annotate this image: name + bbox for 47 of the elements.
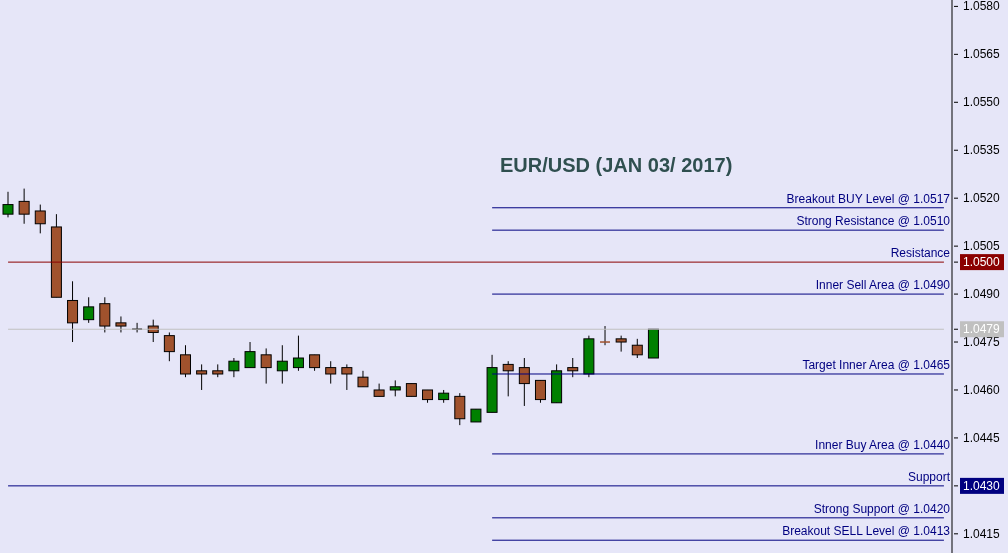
ref-line-label: Strong Support @ 1.0420: [813, 501, 951, 516]
candlestick: [83, 296, 95, 324]
ref-line-label: Breakout BUY Level @ 1.0517: [786, 191, 951, 206]
y-tick-label: 1.0460: [963, 382, 1001, 397]
candlestick: [228, 357, 240, 378]
candlestick: [99, 296, 111, 333]
ref-line-label: Support: [907, 469, 951, 484]
candlestick: [502, 360, 514, 397]
candlestick: [34, 204, 46, 234]
candlestick: [341, 363, 353, 391]
candlestick: [244, 341, 256, 369]
y-tick-label: 1.0505: [963, 239, 1001, 254]
candlestick: [2, 191, 14, 218]
ref-line-label: Inner Buy Area @ 1.0440: [815, 437, 951, 452]
candlestick: [534, 379, 546, 404]
ref-line-label: Strong Resistance @ 1.0510: [796, 214, 951, 229]
candlestick: [115, 315, 127, 333]
candlestick: [163, 331, 175, 362]
candlestick: [599, 325, 611, 346]
candlestick: [196, 363, 208, 391]
y-tick-label: 1.0500: [963, 255, 1001, 270]
ref-line-label: Resistance: [890, 246, 951, 261]
candlestick: [276, 344, 288, 385]
ref-line-label: Breakout SELL Level @ 1.0413: [782, 524, 951, 539]
candlestick: [260, 347, 272, 385]
y-tick-label: 1.0490: [963, 287, 1001, 302]
candlestick: [179, 344, 191, 378]
ref-line-label: Inner Sell Area @ 1.0490: [815, 278, 951, 293]
y-tick-label: 1.0430: [963, 478, 1001, 493]
y-tick-label: 1.0520: [963, 191, 1001, 206]
ref-line-label: Target Inner Area @ 1.0465: [802, 357, 951, 372]
y-tick-label: 1.0415: [963, 526, 1001, 541]
y-tick-label: 1.0475: [963, 335, 1001, 350]
candlestick: [18, 188, 30, 225]
candlestick: [67, 280, 79, 343]
y-tick-label: 1.0565: [963, 47, 1001, 62]
text: EUR/USD (JAN 03/ 2017): [500, 154, 733, 176]
candlestick: [325, 360, 337, 385]
y-tick-label: 1.0580: [963, 0, 1001, 14]
y-tick-label: 1.0535: [963, 143, 1001, 158]
candlestick: [454, 392, 466, 426]
candlestick: [292, 335, 304, 372]
y-tick-label: 1.0550: [963, 95, 1001, 110]
y-tick-label: 1.0445: [963, 430, 1001, 445]
y-tick-label: 1.0479: [963, 322, 1001, 337]
candlestick: [567, 357, 579, 378]
candlestick: [631, 338, 643, 359]
